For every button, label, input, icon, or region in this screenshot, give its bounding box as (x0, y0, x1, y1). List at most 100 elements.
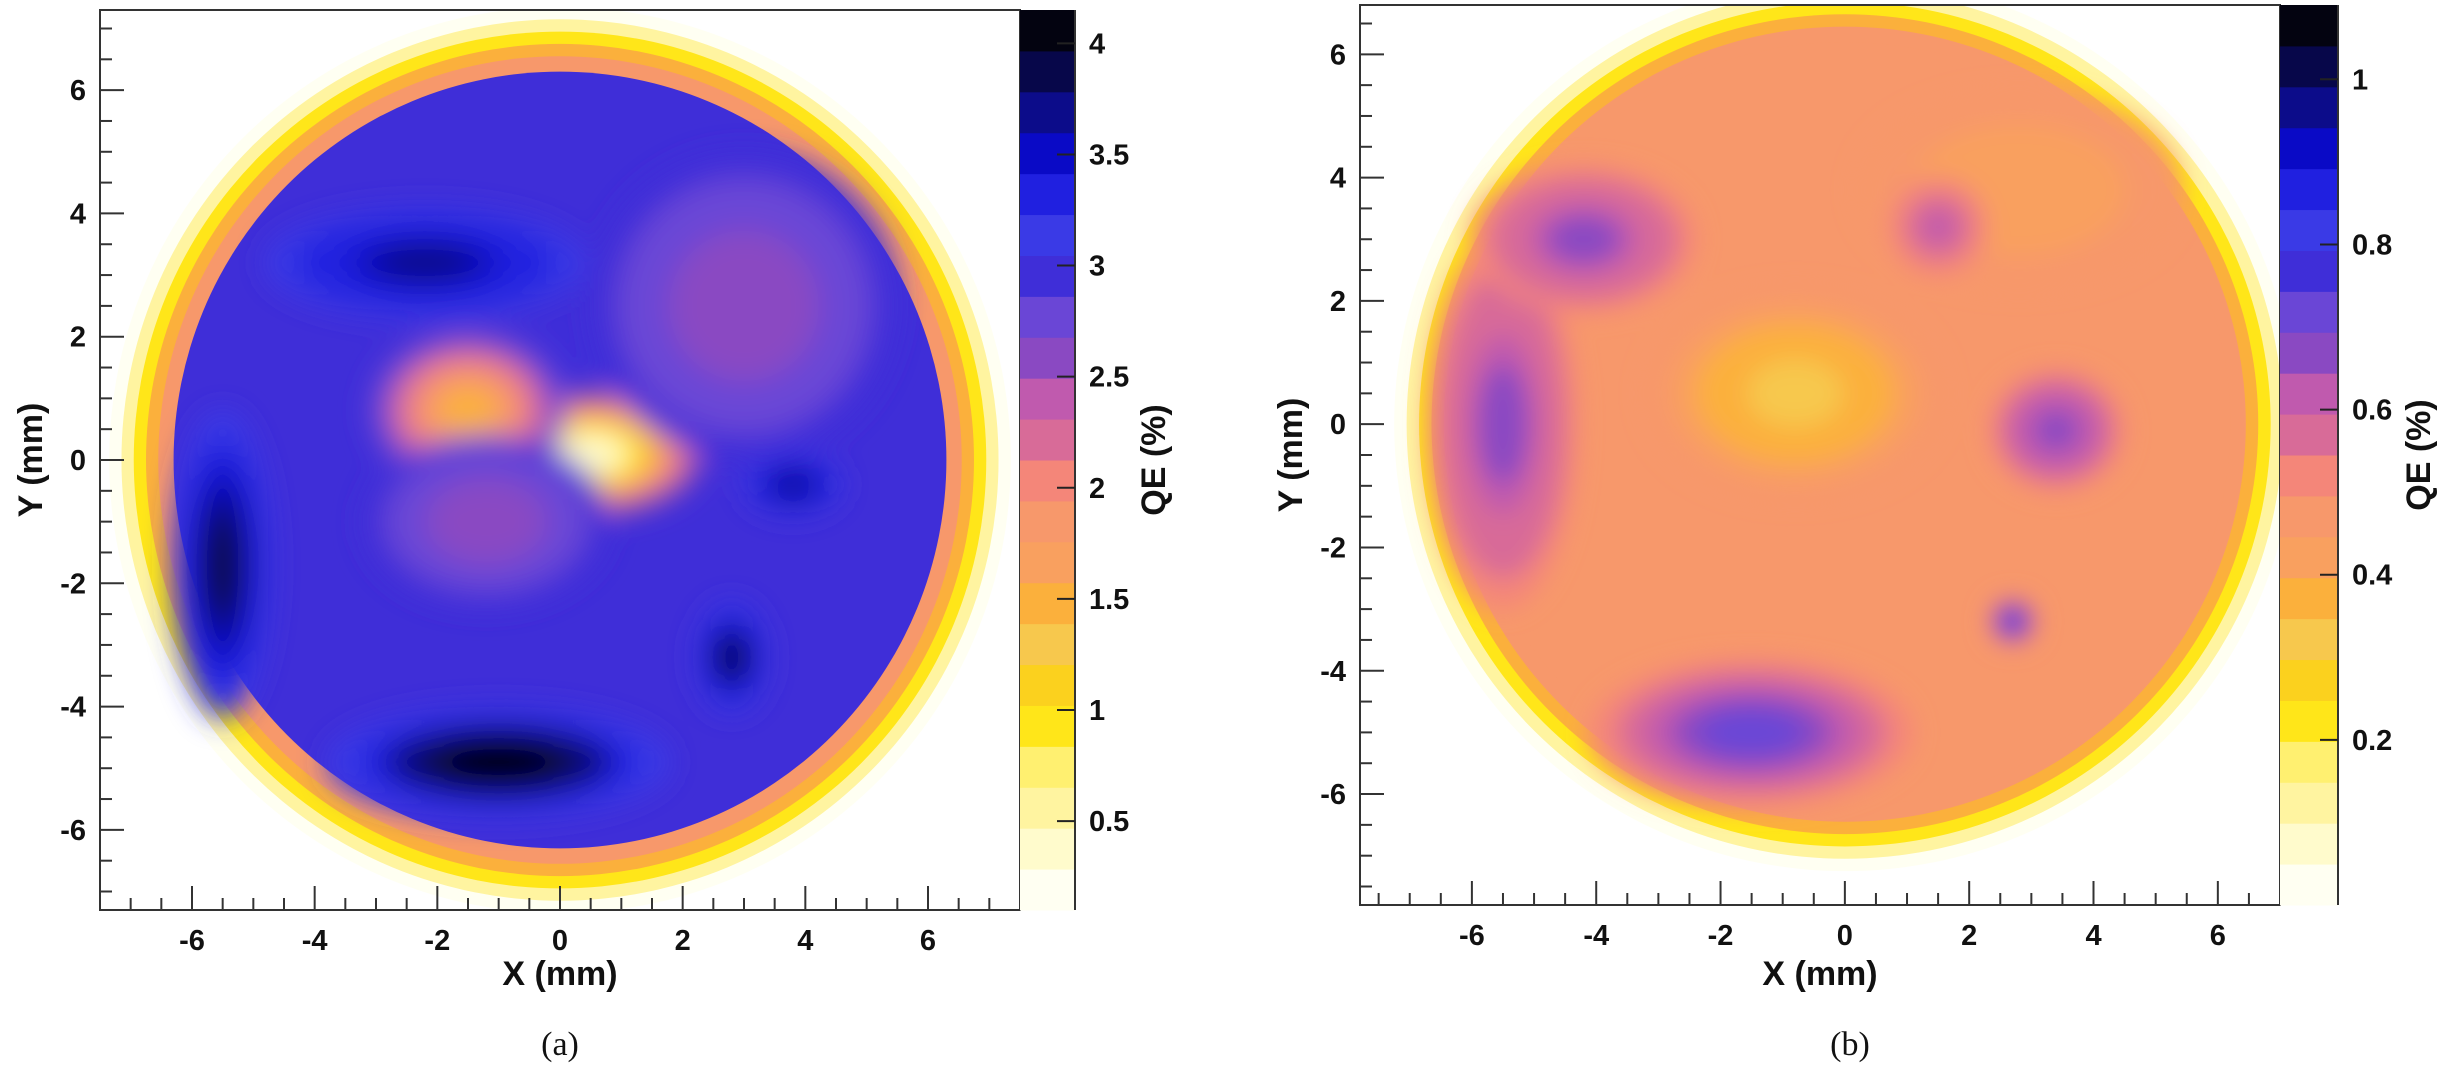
colorbar-swatch (2280, 414, 2338, 456)
qe-feature-4 (206, 515, 239, 615)
y-tick-label: -2 (1320, 532, 1346, 564)
colorbar-tick-label: 0.5 (1089, 806, 1129, 838)
colorbar-swatch (1020, 541, 1075, 584)
y-tick-label: 6 (1330, 39, 1346, 71)
colorbar-swatch (2280, 577, 2338, 620)
colorbar-a: 0.5 1 1.5 2 2.5 3 3.5 4 (1020, 10, 1129, 911)
y-tick-label: -4 (60, 692, 86, 724)
colorbar-label-b: QE (%) (2400, 399, 2438, 510)
qe-feature-6 (719, 639, 744, 676)
colorbar-tick-label: 0.2 (2352, 725, 2392, 757)
x-tick-label: 6 (920, 925, 936, 957)
x-tick-label: 0 (1837, 920, 1853, 952)
x-tick-label: 2 (1961, 920, 1977, 952)
y-tick-label: 2 (70, 322, 86, 354)
heatmap-plot-a (100, 10, 1020, 910)
colorbar-swatch (1020, 460, 1075, 502)
qe-feature-1 (436, 385, 500, 437)
colorbar-swatch (1020, 746, 1075, 788)
qe-features (173, 151, 898, 818)
qe-feature-5 (374, 244, 477, 281)
axes-b: -6 -4 -2 0 2 4 6 -6 -4 -2 0 2 4 6 (1320, 22, 2281, 952)
colorbar-swatch (1020, 828, 1075, 870)
colorbar-tick-label: 1 (2352, 64, 2368, 96)
colorbar-tick-label: 1.5 (1089, 584, 1129, 616)
x-axis-label-b: X (mm) (1762, 955, 1877, 993)
colorbar-swatch (2280, 455, 2338, 497)
qe-feature-5 (1699, 708, 1804, 757)
y-axis-label-b: Y (mm) (1272, 398, 1310, 513)
colorbar-swatch (2280, 823, 2338, 865)
colorbar-tick-label: 3.5 (1089, 139, 1129, 171)
colorbar-swatch (2280, 45, 2338, 88)
y-tick-label: 4 (70, 198, 86, 230)
colorbar-swatch (1020, 582, 1075, 625)
qe-feature-4 (2004, 613, 2021, 630)
qe-feature-7 (777, 474, 809, 495)
x-tick-label: 6 (2210, 920, 2226, 952)
colorbar-swatch (1020, 869, 1075, 911)
y-tick-label: -6 (1320, 779, 1346, 811)
qe-feature-3 (2034, 410, 2079, 451)
colorbar-swatch (1020, 787, 1075, 829)
panel-caption-b: (b) (1830, 1026, 1870, 1063)
x-tick-label: -2 (424, 925, 450, 957)
panel-a: -6 -4 -2 0 2 4 6 -6 -4 -2 0 2 4 6 0.5 1 1.5 2 2.5 3 3.5 4 X … (12, 9, 1173, 1063)
colorbar-swatch (1020, 296, 1075, 338)
qe-features (1428, 91, 2181, 807)
colorbar-swatch (2280, 618, 2338, 661)
colorbar-tick-label: 2.5 (1089, 362, 1129, 394)
qe-feature-1 (1747, 359, 1843, 427)
colorbar-tick-label: 2 (1089, 473, 1105, 505)
qe-feature-7 (1547, 215, 1620, 263)
colorbar-swatch (2280, 127, 2338, 170)
qe-feature-3 (443, 744, 554, 780)
colorbar-swatch (2280, 332, 2338, 374)
colorbar-swatch (2280, 495, 2338, 538)
heatmap-plot-b (1360, 5, 2280, 905)
y-tick-label: -6 (60, 815, 86, 847)
colorbar-swatch (2280, 700, 2338, 742)
colorbar-swatch (2280, 864, 2338, 906)
colorbar-swatch (1020, 337, 1075, 379)
colorbar-tick-label: 0.4 (2352, 560, 2392, 592)
colorbar-swatch (1020, 10, 1075, 52)
x-tick-label: 4 (2085, 920, 2101, 952)
y-tick-label: 0 (1330, 409, 1346, 441)
qe-feature-2 (447, 494, 526, 550)
colorbar-swatch (2280, 373, 2338, 415)
panel-caption-a: (a) (541, 1026, 579, 1063)
colorbar-swatch (2280, 741, 2338, 783)
colorbar-swatch (2280, 86, 2338, 129)
colorbar-tick-label: 0.8 (2352, 229, 2392, 261)
colorbar-swatch (2280, 536, 2338, 579)
colorbar-swatch (1020, 378, 1075, 420)
colorbar-swatch (2280, 5, 2338, 47)
colorbar-swatch (1020, 50, 1075, 93)
x-tick-label: 4 (797, 925, 813, 957)
colorbar-tick-label: 4 (1089, 28, 1105, 60)
axes-a: -6 -4 -2 0 2 4 6 -6 -4 -2 0 2 4 6 (60, 27, 1021, 957)
colorbar-swatch (1020, 173, 1075, 216)
y-tick-label: -4 (1320, 656, 1346, 688)
colorbar-swatch (2280, 250, 2338, 292)
y-tick-label: 2 (1330, 286, 1346, 318)
colorbar-swatch (1020, 419, 1075, 461)
qe-feature-8 (694, 256, 794, 356)
colorbar-swatch (1020, 132, 1075, 175)
colorbar-swatch (1020, 255, 1075, 297)
colorbar-swatch (2280, 659, 2338, 701)
x-tick-label: 0 (552, 925, 568, 957)
x-tick-label: -6 (179, 925, 205, 957)
x-tick-label: -4 (302, 925, 328, 957)
y-tick-label: 6 (70, 75, 86, 107)
colorbar-label-a: QE (%) (1135, 404, 1173, 515)
x-axis-label-a: X (mm) (502, 955, 617, 993)
colorbar-swatch (1020, 91, 1075, 134)
qe-feature-8 (1967, 158, 2071, 222)
y-tick-label: -2 (60, 568, 86, 600)
x-tick-label: 2 (675, 925, 691, 957)
colorbar-tick-label: 3 (1089, 251, 1105, 283)
colorbar-tick-label: 1 (1089, 695, 1105, 727)
